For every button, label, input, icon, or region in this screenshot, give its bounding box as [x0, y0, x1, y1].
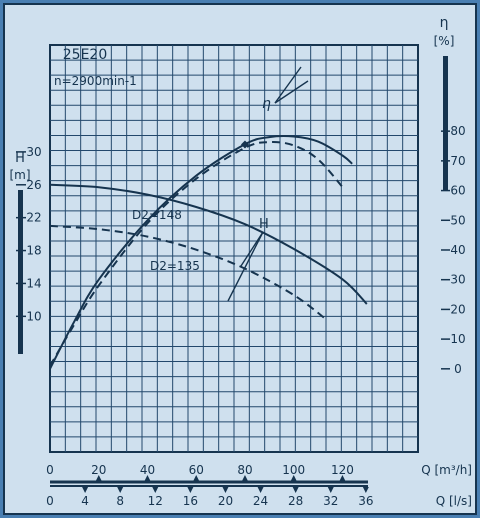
- series-label-d2-148: D2=148: [132, 208, 182, 222]
- efficiency-curve-dashed-3: [49, 141, 344, 367]
- annotation-pointers: [227, 66, 309, 302]
- flow-ls-tick-mark: [292, 487, 299, 493]
- flow-ls-tick-label: 20: [218, 494, 233, 508]
- flow-m3h-tick-mark: [95, 475, 102, 481]
- flow-ls-tick-label: 12: [148, 494, 163, 508]
- flow-ls-tick-mark: [222, 487, 229, 493]
- efficiency-tick-label: 70: [450, 154, 465, 168]
- flow-ls-axis-label: Q [l/s]: [436, 494, 472, 508]
- efficiency-tick-label: 50: [450, 213, 465, 227]
- head-curve-solid-0: [49, 183, 368, 305]
- head-tick-labels: 10 14 18 22 26 30: [16, 145, 42, 323]
- flow-m3h-tick-mark: [241, 475, 248, 481]
- head-axis-unit: [m]: [9, 168, 30, 182]
- flow-ls-tick-label: 8: [116, 494, 124, 508]
- curves: [49, 135, 368, 370]
- flow-m3h-tick-label: 100: [282, 463, 305, 477]
- chart-paper: [3, 3, 477, 515]
- head-tick-label: 30: [26, 145, 41, 159]
- flow-m3h-tick-mark: [339, 475, 346, 481]
- flow-ls-tick-label: 0: [46, 494, 54, 508]
- efficiency-tick-label: 20: [450, 302, 465, 316]
- efficiency-tick-label: 40: [450, 243, 465, 257]
- head-tick-label: 10: [26, 309, 41, 323]
- head-tick-label: 18: [26, 244, 41, 258]
- head-curves-annotation: H: [259, 217, 269, 232]
- flow-m3h-tick-mark: [290, 475, 297, 481]
- flow-ls-tick-mark: [82, 487, 89, 493]
- efficiency-axis-symbol: η: [440, 15, 449, 31]
- flow-ls-tick-mark: [257, 487, 264, 493]
- series-label-d2-135: D2=135: [150, 259, 200, 273]
- efficiency-tick-label: 0: [454, 362, 462, 376]
- head-tick-label: 22: [26, 211, 41, 225]
- grid: [50, 45, 418, 452]
- flow-m3h-tick-mark: [193, 475, 200, 481]
- flow-m3h-tick-labels: 0 20 40 60 80 100 120: [46, 463, 354, 481]
- chart-title: 25E20: [63, 47, 107, 63]
- flow-m3h-tick-label: 60: [189, 463, 204, 477]
- efficiency-tick-label: 10: [450, 332, 465, 346]
- efficiency-tick-label: 80: [450, 124, 465, 138]
- flow-ls-tick-mark: [152, 487, 159, 493]
- efficiency-tick-label: 60: [450, 184, 465, 198]
- head-tick-label: 14: [26, 276, 41, 290]
- flow-m3h-tick-label: 0: [46, 463, 54, 477]
- flow-ls-tick-mark: [362, 487, 369, 493]
- flow-ls-tick-mark: [327, 487, 334, 493]
- chart-subtitle: n=2900min-1: [54, 74, 137, 88]
- flow-ls-tick-label: 24: [253, 494, 268, 508]
- efficiency-tick-labels: 0 10 20 30 40 50 60 70 80: [441, 124, 466, 376]
- head-tick-label: 26: [26, 178, 41, 192]
- flow-ls-tick-mark: [117, 487, 124, 493]
- flow-ls-tick-label: 16: [183, 494, 198, 508]
- efficiency-axis-unit: [%]: [434, 34, 455, 48]
- flow-ls-tick-label: 32: [323, 494, 338, 508]
- flow-ls-tick-mark: [187, 487, 194, 493]
- head-axis-symbol: H: [15, 151, 25, 166]
- efficiency-curves-annotation: η: [262, 96, 271, 112]
- flow-m3h-tick-label: 120: [331, 463, 354, 477]
- flow-ls-tick-labels: 0 4 8 12 16 20 24 28 32 36: [46, 487, 373, 508]
- flow-m3h-tick-label: 20: [91, 463, 106, 477]
- efficiency-marker: [240, 140, 249, 149]
- efficiency-tick-label: 30: [450, 273, 465, 287]
- flow-ls-tick-label: 4: [81, 494, 89, 508]
- flow-m3h-tick-label: 80: [237, 463, 252, 477]
- flow-m3h-tick-label: 40: [140, 463, 155, 477]
- head-axis-bar: [18, 190, 23, 354]
- flow-ls-tick-label: 36: [358, 494, 373, 508]
- head-curve-dashed-1: [49, 224, 327, 320]
- flow-m3h-tick-mark: [144, 475, 151, 481]
- efficiency-axis-bar: [443, 56, 448, 190]
- flow-m3h-axis-label: Q [m³/h]: [421, 463, 472, 477]
- flow-ls-tick-label: 28: [288, 494, 303, 508]
